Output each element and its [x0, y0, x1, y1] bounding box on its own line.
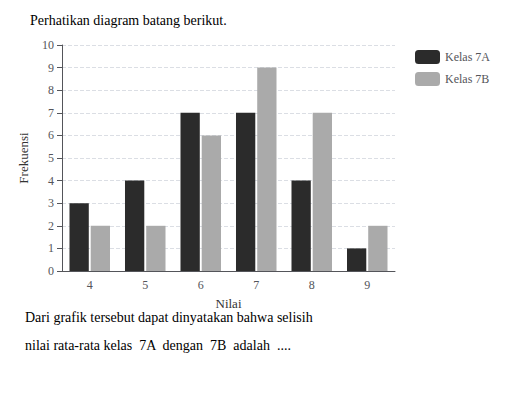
- svg-text:8: 8: [48, 83, 54, 97]
- svg-text:2: 2: [48, 219, 54, 233]
- svg-text:5: 5: [48, 151, 54, 165]
- svg-text:7: 7: [48, 106, 54, 120]
- svg-text:9: 9: [364, 278, 370, 292]
- svg-text:Perhatikan diagram batang beri: Perhatikan diagram batang berikut.: [30, 13, 227, 28]
- svg-text:3: 3: [48, 196, 54, 210]
- svg-text:6: 6: [198, 278, 204, 292]
- svg-text:6: 6: [48, 128, 54, 142]
- svg-text:nilai rata-rata kelas 7A den: nilai rata-rata kelas 7A dengan 7B adala…: [25, 338, 294, 353]
- svg-text:Nilai: Nilai: [216, 296, 242, 311]
- svg-text:4: 4: [87, 278, 93, 292]
- svg-text:Dari grafik tersebut dapat din: Dari grafik tersebut dapat dinyatakan ba…: [25, 310, 313, 325]
- svg-text:10: 10: [42, 38, 54, 52]
- svg-text:7: 7: [253, 278, 259, 292]
- svg-text:4: 4: [48, 174, 54, 188]
- svg-text:1: 1: [48, 241, 54, 255]
- svg-text:Kelas 7A: Kelas 7A: [445, 50, 490, 64]
- svg-text:0: 0: [48, 264, 54, 278]
- svg-text:8: 8: [309, 278, 315, 292]
- svg-text:Frekuensi: Frekuensi: [16, 132, 31, 184]
- svg-text:5: 5: [142, 278, 148, 292]
- svg-text:Kelas 7B: Kelas 7B: [445, 72, 489, 86]
- svg-text:9: 9: [48, 61, 54, 75]
